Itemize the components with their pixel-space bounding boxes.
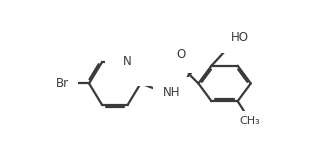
Text: O: O	[177, 48, 186, 62]
Text: HO: HO	[231, 31, 249, 44]
Text: Br: Br	[56, 77, 69, 90]
Text: N: N	[123, 55, 132, 68]
Text: NH: NH	[163, 86, 180, 99]
Text: CH₃: CH₃	[239, 116, 260, 126]
